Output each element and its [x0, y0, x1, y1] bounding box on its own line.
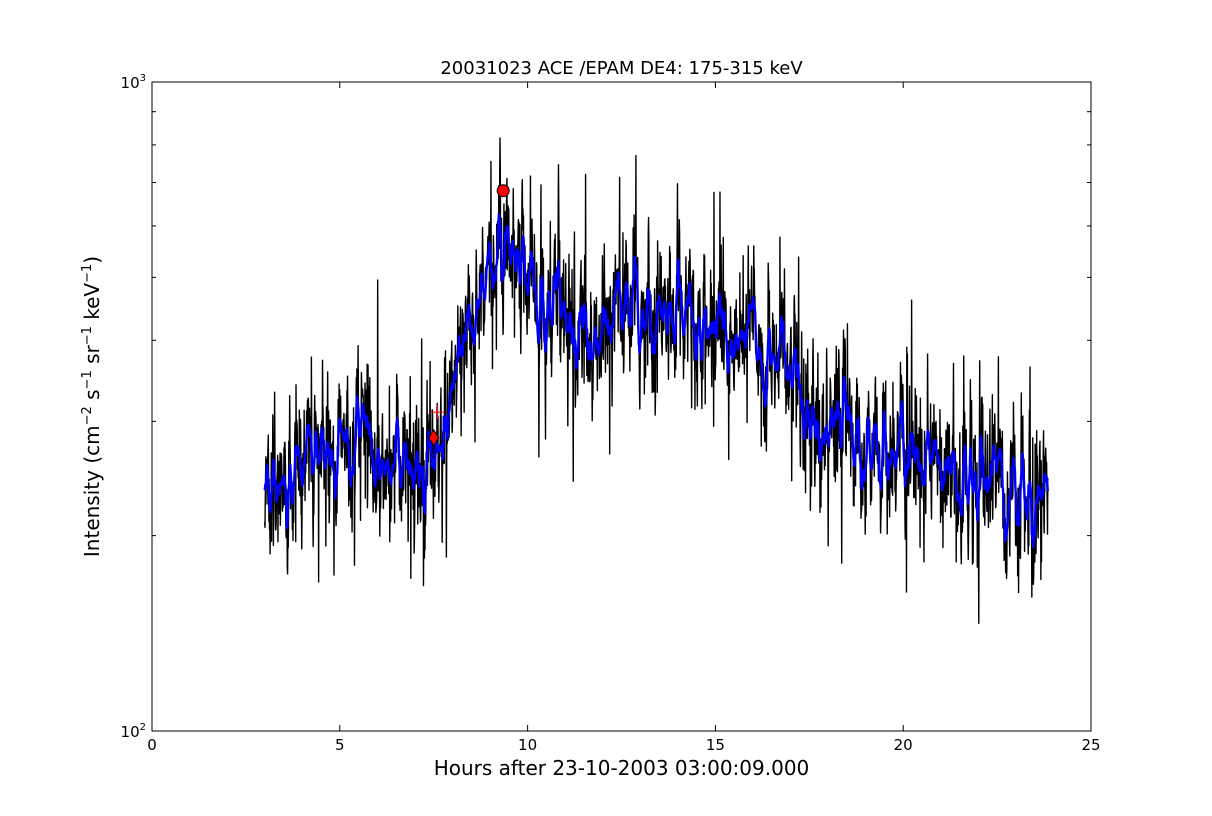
y-tick-label: 103 [121, 73, 146, 92]
y-axis-label-sup1: −2 [80, 406, 95, 425]
y-axis-label-sup2: −1 [80, 370, 95, 389]
plot-frame [151, 81, 1092, 732]
y-tick-label-base: 10 [121, 723, 140, 741]
marker-onset-diamond [428, 428, 440, 447]
x-tick-label: 5 [335, 736, 345, 754]
x-axis-label: Hours after 23-10-2003 03:00:09.000 [434, 756, 810, 780]
x-tick-label: 20 [894, 736, 913, 754]
x-tick-label: 0 [147, 736, 157, 754]
y-axis-label-sup4: −1 [80, 264, 95, 283]
y-tick-label-base: 10 [121, 74, 140, 92]
x-tick-label: 10 [518, 736, 537, 754]
y-axis-label-sup3: −1 [80, 326, 95, 345]
chart-title: 20031023 ACE /EPAM DE4: 175-315 keV [440, 58, 803, 79]
y-axis-label-suffix: ) [80, 256, 104, 264]
x-tick-label: 25 [1081, 736, 1100, 754]
y-axis-label-prefix: Intensity (cm [80, 425, 104, 557]
series-layer [263, 137, 1050, 625]
y-axis-label-s: s [80, 389, 104, 406]
y-axis-label: Intensity (cm−2 s−1 sr−1 keV−1) [80, 256, 104, 557]
marker-layer [428, 184, 510, 447]
x-tick-label: 15 [706, 736, 725, 754]
y-tick-label: 102 [121, 722, 146, 741]
y-axis-label-kev: keV [80, 283, 104, 327]
y-tick-label-exponent: 2 [140, 722, 146, 733]
marker-peak-circle [496, 184, 510, 198]
y-axis-label-sr: sr [80, 344, 104, 370]
series-line-smoothed [263, 213, 1050, 549]
y-tick-label-exponent: 3 [140, 73, 146, 84]
marker-onset-plus [430, 405, 445, 420]
